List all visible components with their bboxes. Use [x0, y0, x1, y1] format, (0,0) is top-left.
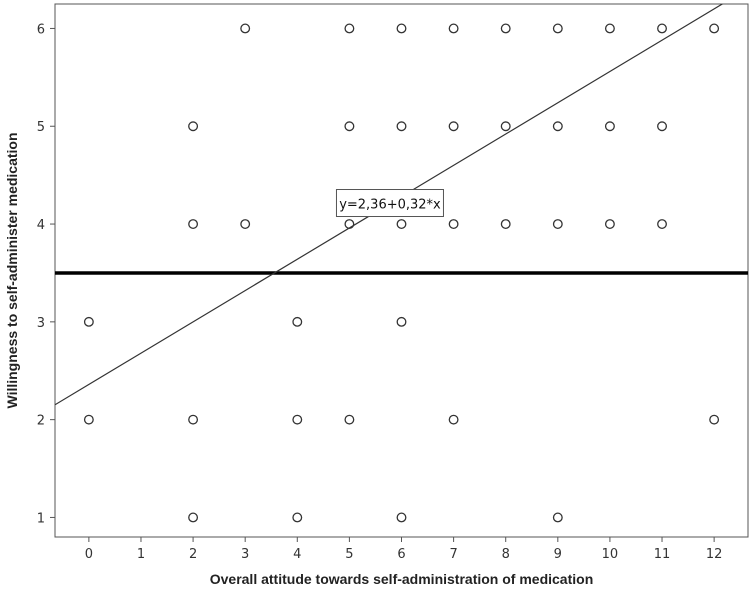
- data-point: [552, 512, 563, 523]
- data-point: [552, 219, 563, 229]
- y-tick-label: 6: [37, 22, 45, 37]
- data-point: [709, 23, 720, 34]
- x-tick-label: 7: [449, 547, 457, 562]
- data-point: [188, 219, 199, 229]
- x-tick-label: 2: [189, 547, 197, 562]
- chart-marks: y=2,36+0,32*x: [55, 4, 748, 523]
- y-tick-label: 4: [37, 218, 45, 233]
- regression-label-box: [335, 189, 444, 218]
- data-point: [604, 23, 615, 34]
- data-point: [709, 414, 720, 425]
- data-point: [292, 512, 303, 523]
- data-point: [344, 23, 355, 34]
- data-point: [396, 316, 407, 327]
- x-tick-label: 3: [241, 547, 249, 562]
- y-axis-title: Willingness to self-administer medicatio…: [4, 132, 20, 408]
- data-point: [240, 219, 251, 229]
- y-tick-label: 3: [37, 316, 45, 331]
- data-point: [500, 121, 511, 132]
- data-point: [604, 121, 615, 132]
- x-tick-label: 9: [554, 547, 562, 562]
- data-point: [448, 23, 459, 34]
- x-tick-label: 0: [85, 547, 93, 562]
- regression-label-text: y=2,36+0,32*x: [339, 198, 441, 213]
- y-tick-label: 5: [37, 120, 45, 135]
- data-point: [657, 121, 667, 132]
- x-tick-label: 6: [397, 547, 405, 562]
- x-tick-label: 12: [706, 547, 723, 562]
- regression-label: y=2,36+0,32*x: [335, 189, 444, 218]
- data-point: [344, 219, 355, 229]
- plot-area: [54, 3, 749, 538]
- data-point: [552, 23, 563, 34]
- y-tick-label: 2: [37, 414, 45, 429]
- data-point: [188, 512, 199, 523]
- data-point: [657, 23, 667, 34]
- data-point: [396, 23, 407, 34]
- data-point: [188, 414, 199, 425]
- data-point: [396, 121, 407, 132]
- data-point: [83, 414, 94, 425]
- x-tick-label: 1: [137, 547, 145, 562]
- data-point: [448, 219, 459, 229]
- data-point: [500, 219, 511, 229]
- x-tick-label: 4: [293, 547, 301, 562]
- data-point: [657, 219, 667, 229]
- data-point: [552, 121, 563, 132]
- data-point: [396, 219, 407, 229]
- x-tick-label: 10: [602, 547, 619, 562]
- data-point: [448, 414, 459, 425]
- data-point: [344, 414, 355, 425]
- y-tick-label: 1: [37, 511, 45, 526]
- x-axis-title: Overall attitude towards self-administra…: [210, 571, 594, 587]
- data-point: [500, 23, 511, 34]
- x-tick-label: 5: [345, 547, 353, 562]
- data-point: [83, 316, 94, 327]
- x-tick-label: 8: [502, 547, 510, 562]
- data-point: [396, 512, 407, 523]
- x-tick-label: 11: [654, 547, 671, 562]
- data-point: [292, 316, 303, 327]
- data-point: [344, 121, 355, 132]
- data-point: [292, 414, 303, 425]
- data-point: [188, 121, 199, 132]
- data-point: [240, 23, 251, 34]
- data-point: [604, 219, 615, 229]
- data-point: [448, 121, 459, 132]
